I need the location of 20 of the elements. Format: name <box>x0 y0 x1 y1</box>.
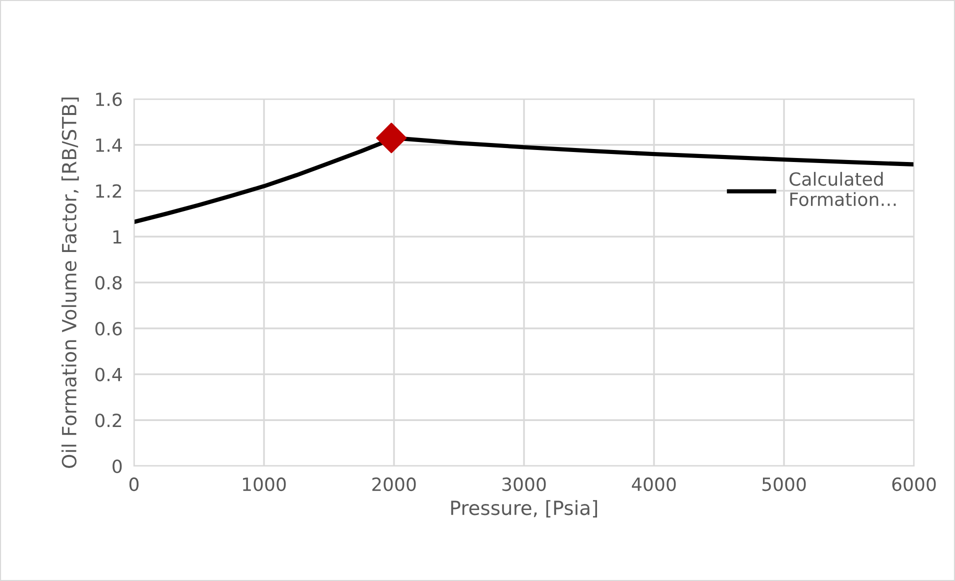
y-tick-label: 1.4 <box>96 138 122 152</box>
x-tick-label: 6000 <box>892 477 936 492</box>
x-tick-label: 1000 <box>243 477 286 492</box>
x-tick-label: 2000 <box>372 477 416 492</box>
line-series <box>134 136 914 224</box>
x-tick-label: 3000 <box>502 477 546 492</box>
x-tick-label: 4000 <box>632 477 676 492</box>
y-tick-label: 0.4 <box>95 368 122 382</box>
y-tick-label: 1.2 <box>96 184 122 198</box>
x-tick-label: 0 <box>129 477 139 492</box>
y-tick-label: 0.8 <box>95 276 122 290</box>
legend-label: Calculated Formation… <box>790 172 896 206</box>
y-tick-label: 0.2 <box>95 414 122 428</box>
x-tick-label: 5000 <box>762 477 806 492</box>
y-axis-title: Oil Formation Volume Factor, [RB/STB] <box>61 98 79 468</box>
y-tick-label: 1 <box>113 230 122 244</box>
x-axis-title: Pressure, [Psia] <box>451 500 598 518</box>
y-tick-label: 1.6 <box>96 92 122 106</box>
y-tick-label: 0 <box>112 459 122 474</box>
y-tick-label: 0.6 <box>95 322 122 336</box>
